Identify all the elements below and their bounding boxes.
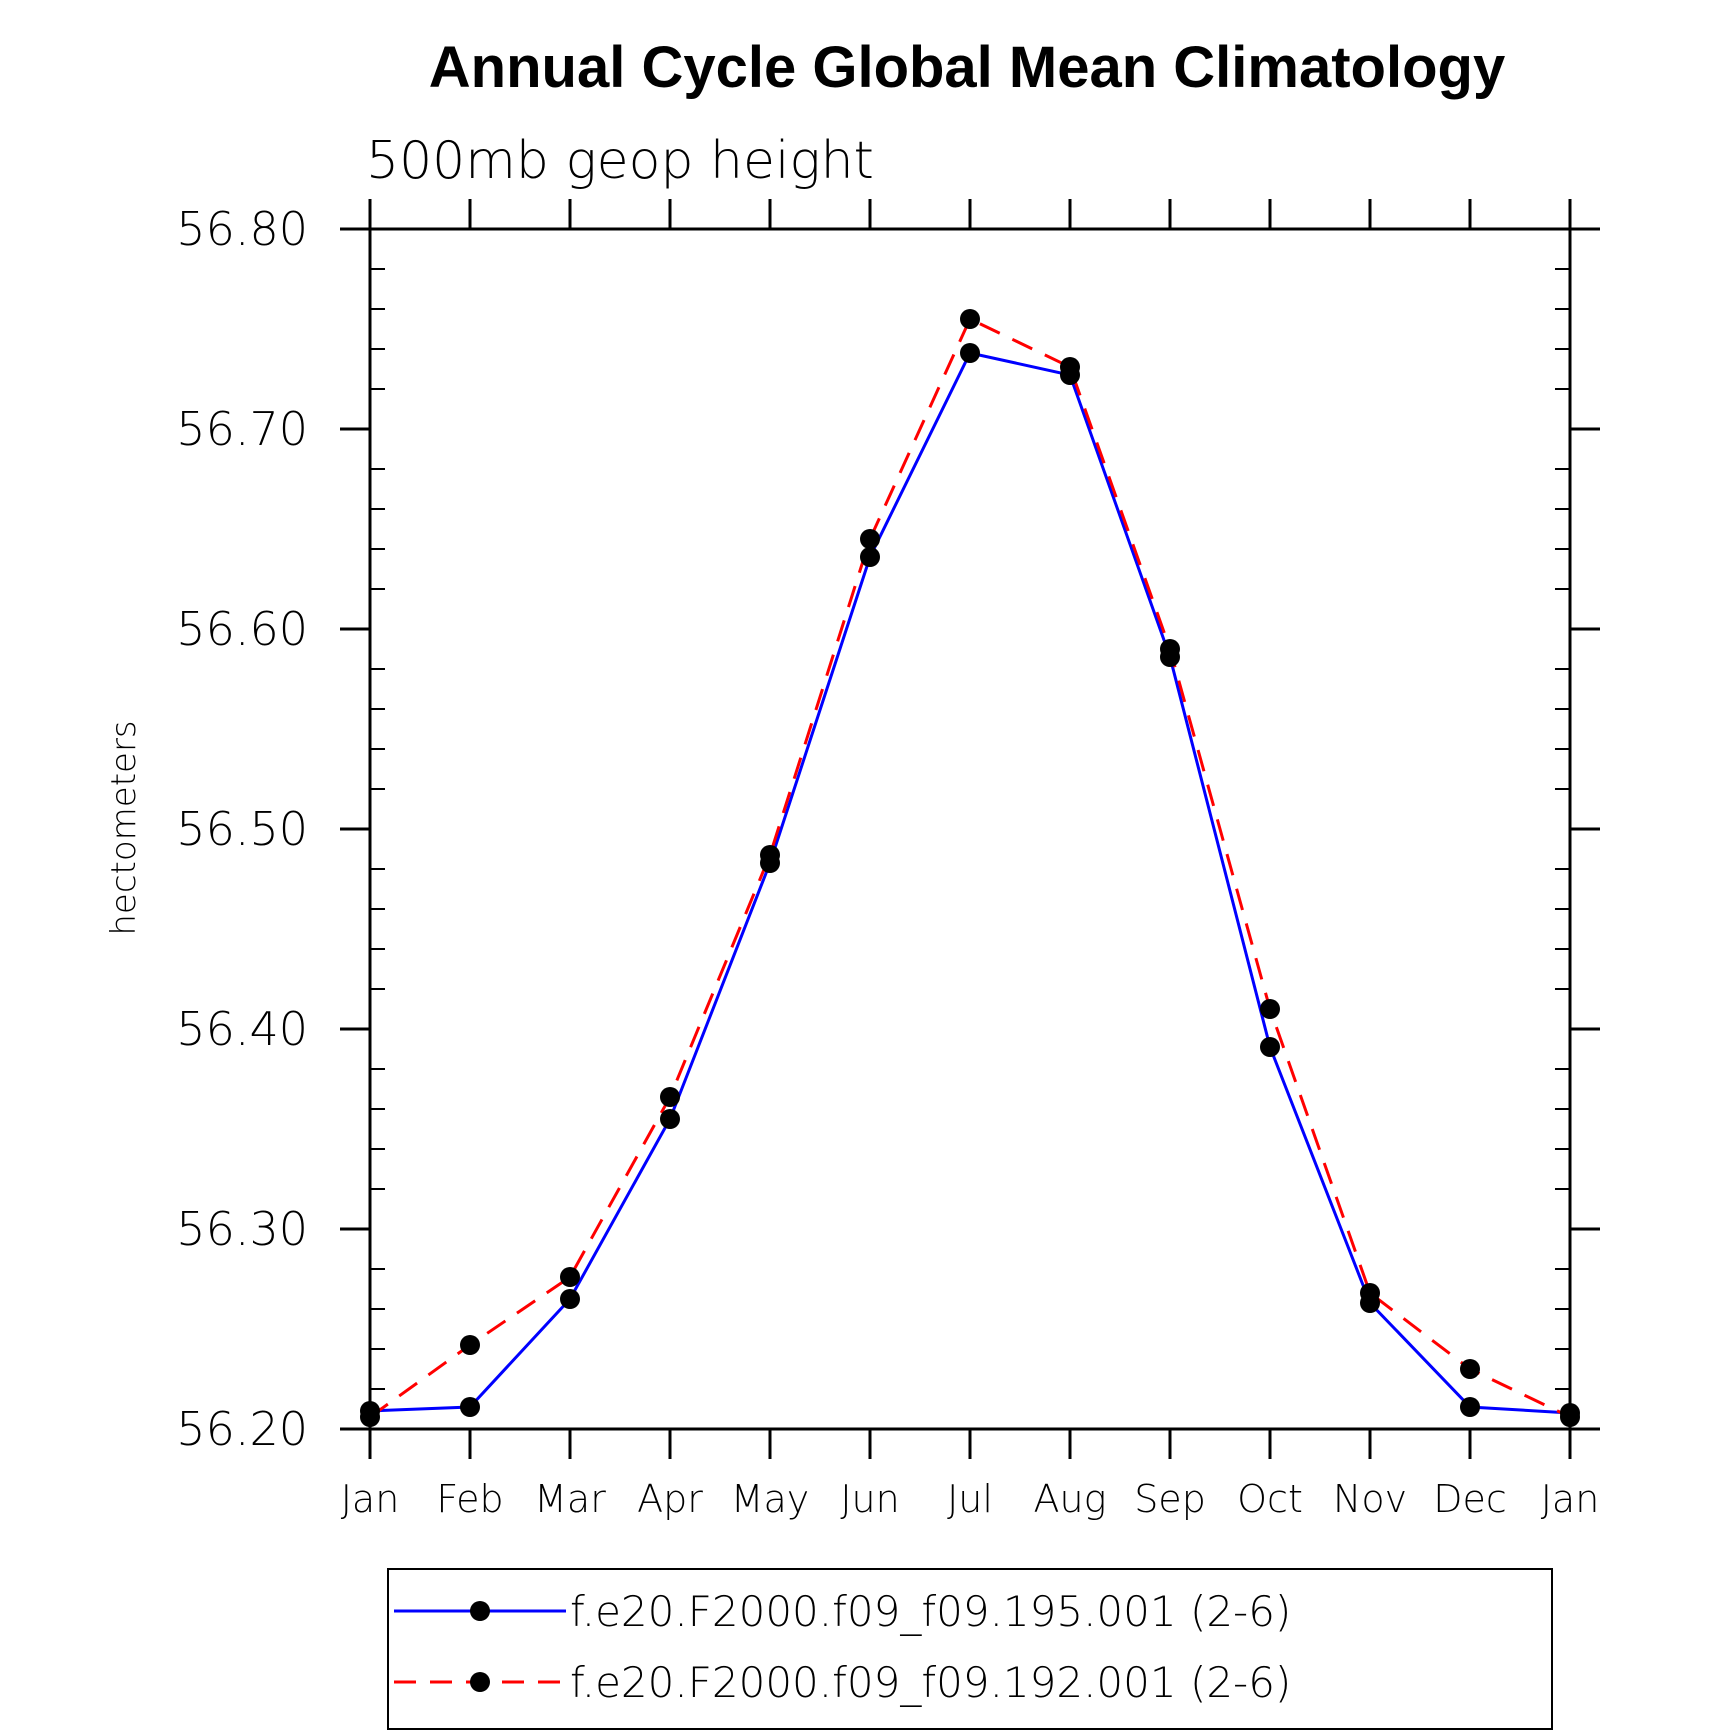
series-1-point <box>660 1109 680 1129</box>
x-tick-label: Jun <box>840 1477 899 1521</box>
series-1-point <box>1460 1397 1480 1417</box>
y-tick-labels: 56.20 56.30 56.40 56.50 56.60 56.70 56.80 <box>176 202 308 1456</box>
y-tick-label: 56.30 <box>176 1202 308 1256</box>
series-1-point <box>860 547 880 567</box>
legend-marker-1 <box>470 1601 490 1621</box>
x-tick-labels: Jan Feb Mar Apr May Jun Jul Aug Sep Oct Nov Dec Jan <box>341 1477 1600 1521</box>
chart-title: Annual Cycle Global Mean Climatology <box>429 35 1505 100</box>
series-line-1 <box>369 351 1571 1415</box>
y-tick-label: 56.80 <box>176 202 308 256</box>
x-tick-label: Nov <box>1333 1477 1407 1521</box>
legend-marker-2 <box>470 1672 490 1692</box>
series-2-point <box>1360 1283 1380 1303</box>
series-1-point <box>960 343 980 363</box>
chart-subtitle: 500mb geop height <box>366 131 874 191</box>
series-2-point <box>360 1407 380 1427</box>
series-2-point <box>760 845 780 865</box>
legend: f.e20.F2000.f09_f09.195.001 (2-6) f.e20.F… <box>387 1568 1553 1730</box>
x-tick-label: Sep <box>1134 1477 1206 1521</box>
x-tick-label: Jan <box>1541 1477 1600 1521</box>
y-tick-label: 56.20 <box>176 1402 308 1456</box>
series-markers <box>360 309 1580 1427</box>
axis-ticks <box>340 199 1600 1459</box>
x-tick-label: Mar <box>534 1477 606 1521</box>
series-2-point <box>960 309 980 329</box>
legend-label-2: f.e20.F2000.f09_f09.192.001 (2-6) <box>570 1658 1291 1707</box>
series-2-point <box>1260 999 1280 1019</box>
y-axis-label: hectometers <box>104 720 144 935</box>
series-2-point <box>660 1087 680 1107</box>
x-tick-label: Dec <box>1433 1477 1507 1521</box>
x-tick-label: May <box>731 1477 810 1521</box>
legend-box <box>387 1568 1553 1730</box>
x-tick-label: Aug <box>1034 1477 1107 1521</box>
series-1-point <box>460 1397 480 1417</box>
series-2-point <box>860 529 880 549</box>
y-tick-label: 56.40 <box>176 1002 308 1056</box>
x-tick-label: Feb <box>436 1477 503 1521</box>
legend-label-1: f.e20.F2000.f09_f09.195.001 (2-6) <box>570 1587 1291 1636</box>
x-tick-label: Jul <box>947 1477 993 1521</box>
series-line-2 <box>369 316 1571 1419</box>
y-tick-label: 56.50 <box>176 802 308 856</box>
series-2-point <box>1560 1407 1580 1427</box>
series-1-point <box>560 1289 580 1309</box>
series-lines <box>369 316 1571 1419</box>
series-2-point <box>1060 357 1080 377</box>
y-tick-label: 56.60 <box>176 602 308 656</box>
plot-frame <box>368 227 1572 1431</box>
series-2-point <box>1460 1359 1480 1379</box>
y-tick-label: 56.70 <box>176 402 308 456</box>
x-tick-label: Oct <box>1237 1477 1303 1521</box>
x-tick-label: Apr <box>637 1477 703 1521</box>
series-2-point <box>460 1335 480 1355</box>
x-tick-label: Jan <box>341 1477 400 1521</box>
series-2-point <box>1160 639 1180 659</box>
series-1-point <box>1260 1037 1280 1057</box>
series-2-point <box>560 1267 580 1287</box>
